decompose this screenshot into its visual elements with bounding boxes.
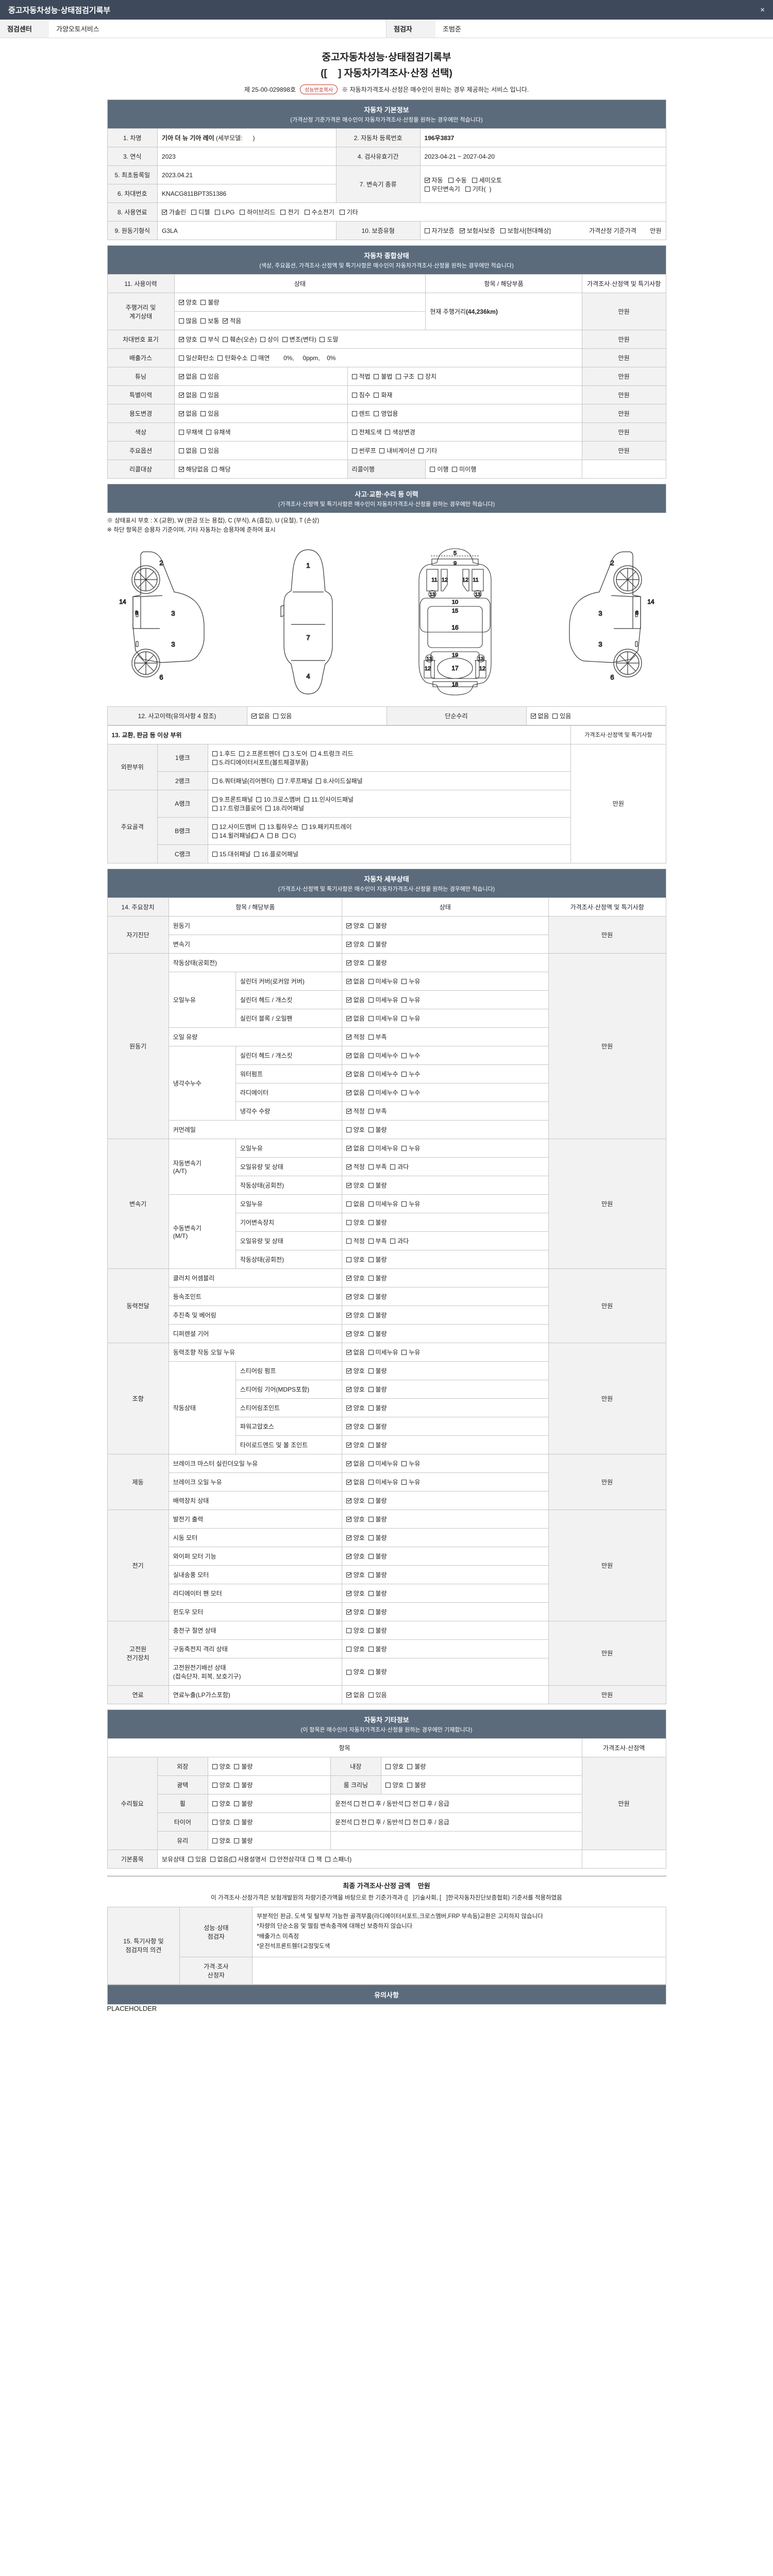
svg-text:3: 3 <box>598 609 602 617</box>
svg-text:6: 6 <box>159 673 163 681</box>
svg-text:12: 12 <box>441 577 447 583</box>
svg-text:11: 11 <box>473 577 478 583</box>
svg-text:12: 12 <box>462 577 468 583</box>
svg-text:11: 11 <box>431 577 437 583</box>
svg-text:14: 14 <box>647 598 654 605</box>
svg-text:13: 13 <box>426 656 432 662</box>
svg-text:18: 18 <box>451 682 458 688</box>
svg-text:19: 19 <box>451 652 458 658</box>
svg-text:8: 8 <box>135 610 138 616</box>
svg-text:12: 12 <box>479 666 485 672</box>
svg-text:1: 1 <box>306 562 310 569</box>
svg-text:2: 2 <box>159 559 163 567</box>
svg-text:13: 13 <box>429 592 435 598</box>
svg-text:12: 12 <box>424 666 430 672</box>
svg-text:16: 16 <box>451 624 459 631</box>
svg-text:3: 3 <box>598 640 602 648</box>
svg-text:2: 2 <box>610 559 614 567</box>
svg-text:3: 3 <box>171 640 175 648</box>
svg-text:13: 13 <box>478 656 484 662</box>
svg-text:7: 7 <box>306 634 310 641</box>
svg-text:9: 9 <box>453 561 456 567</box>
svg-text:5: 5 <box>453 550 456 556</box>
svg-text:14: 14 <box>119 598 126 605</box>
svg-text:6: 6 <box>610 673 614 681</box>
svg-text:15: 15 <box>451 608 458 614</box>
svg-text:17: 17 <box>451 665 459 672</box>
svg-text:3: 3 <box>171 609 175 617</box>
svg-text:4: 4 <box>306 672 310 680</box>
svg-text:10: 10 <box>451 599 458 605</box>
svg-text:13: 13 <box>475 592 481 598</box>
svg-text:8: 8 <box>635 610 638 616</box>
